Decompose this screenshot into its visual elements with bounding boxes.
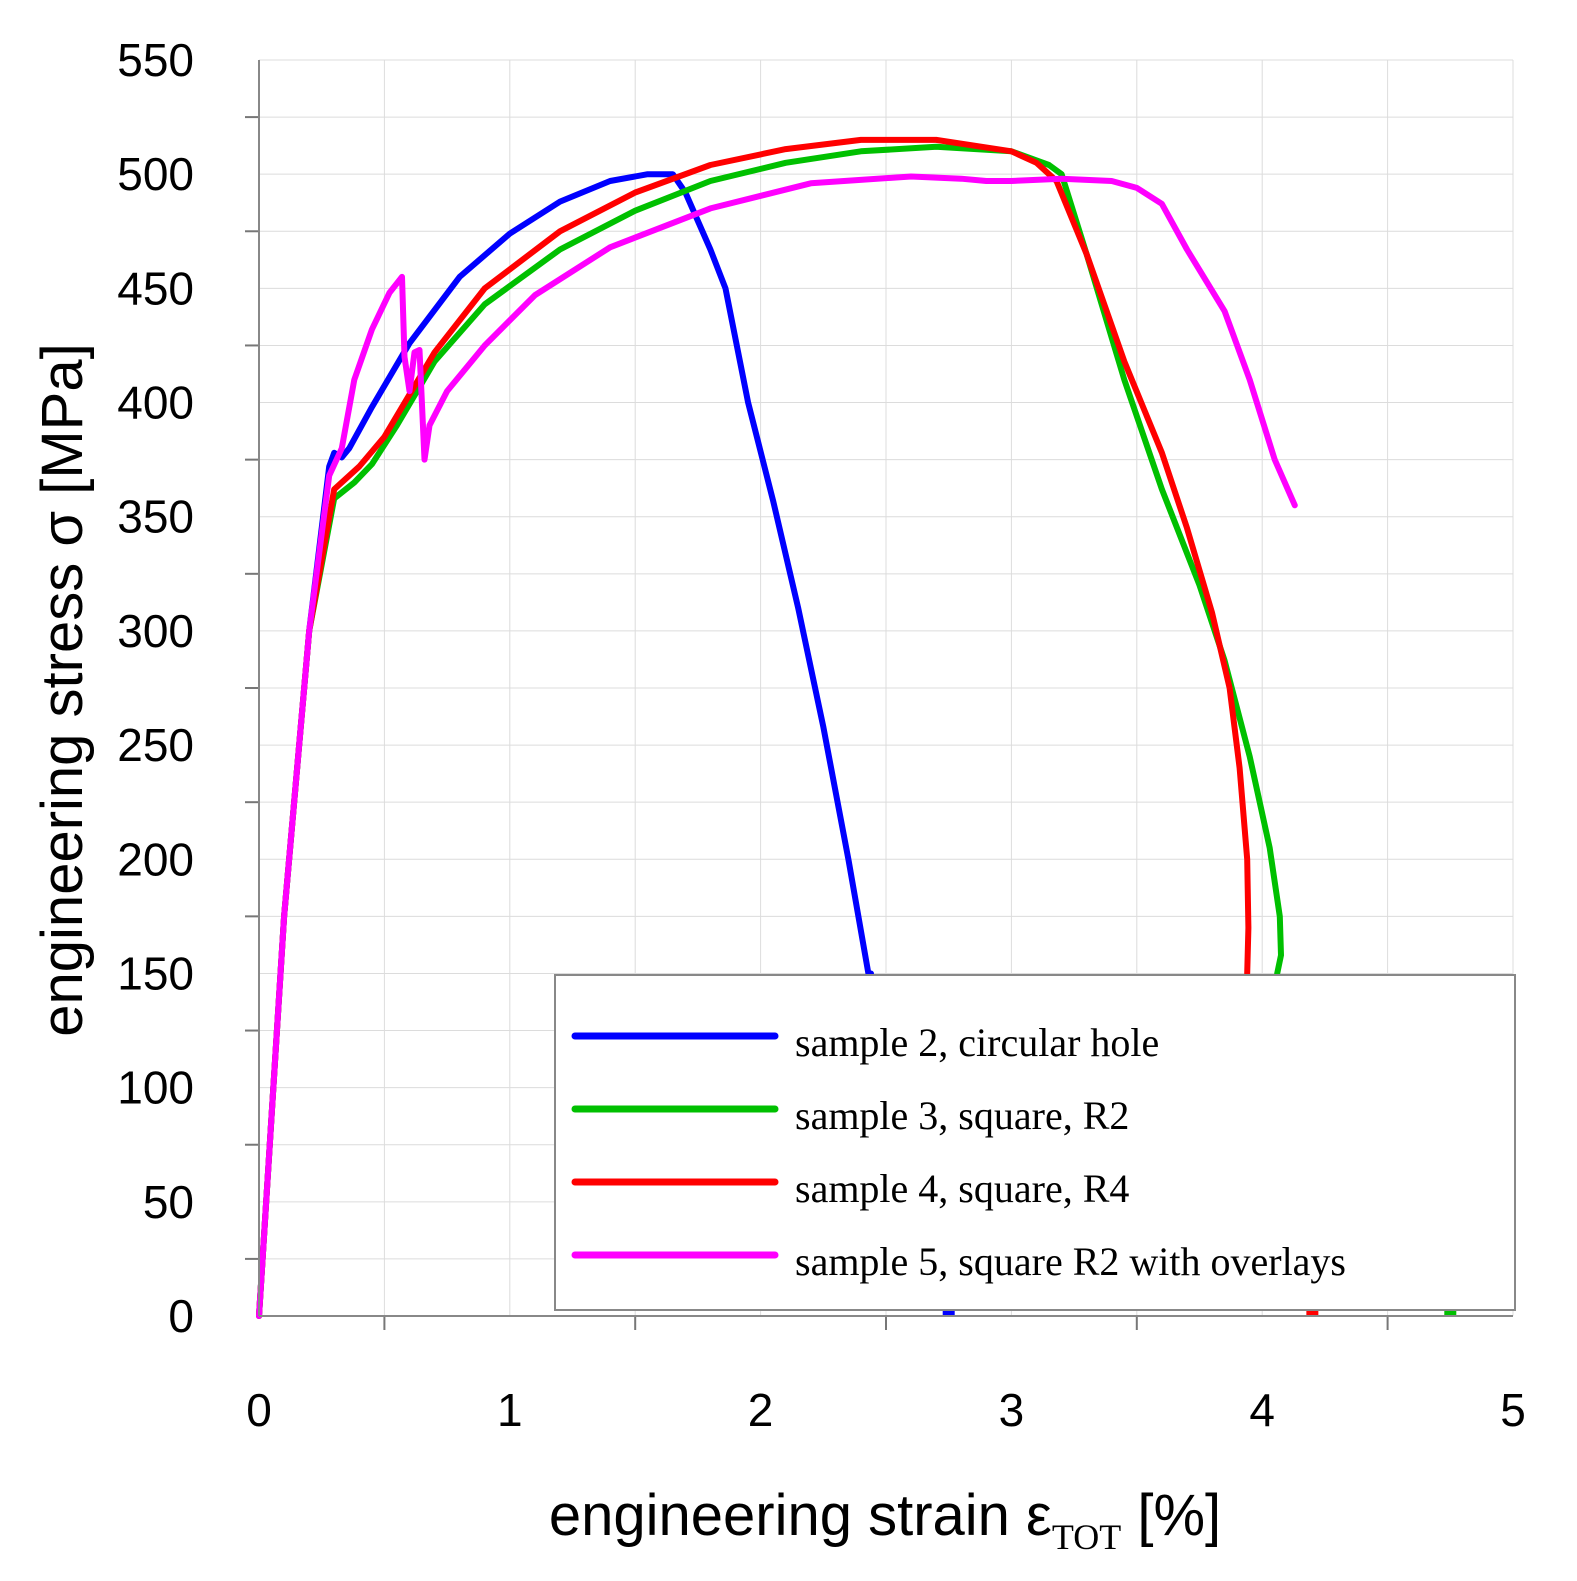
y-tick-label: 300 (117, 605, 194, 657)
x-tick-label: 3 (999, 1384, 1025, 1436)
x-tick-label: 0 (246, 1384, 272, 1436)
y-tick-label: 100 (117, 1062, 194, 1114)
series-line-3 (256, 136, 1252, 1319)
x-tick-label: 2 (748, 1384, 774, 1436)
y-tick-label: 500 (117, 148, 194, 200)
series-end-marker (942, 1308, 955, 1316)
y-tick-label: 200 (117, 833, 194, 885)
legend-label: sample 2, circular hole (795, 1020, 1159, 1065)
series-layer (256, 136, 1298, 1319)
x-axis-title: engineering strain εTOT [%] (549, 1483, 1221, 1557)
legend-label: sample 4, square, R4 (795, 1166, 1129, 1211)
axes (258, 60, 1513, 1317)
y-tick-label: 400 (117, 377, 194, 429)
minor-ticks (245, 116, 1389, 1330)
x-tick-label: 1 (497, 1384, 523, 1436)
y-tick-label: 350 (117, 491, 194, 543)
y-tick-label: 50 (143, 1176, 194, 1228)
legend-label: sample 3, square, R2 (795, 1093, 1129, 1138)
y-tick-label: 0 (168, 1290, 194, 1342)
x-tick-label: 5 (1500, 1384, 1526, 1436)
legend-label: sample 5, square R2 with overlays (795, 1239, 1346, 1284)
y-tick-label: 150 (117, 947, 194, 999)
series-line-4 (256, 173, 1298, 1319)
series-line-2 (256, 143, 1284, 1319)
y-axis-title: engineering stress σ [MPa] (30, 343, 95, 1036)
legend: sample 2, circular hole sample 3, square,… (554, 974, 1516, 1311)
series-end-marker (1306, 1308, 1319, 1316)
y-tick-label: 250 (117, 719, 194, 771)
y-tick-label: 450 (117, 262, 194, 314)
y-tick-label: 550 (117, 34, 194, 86)
x-tick-label: 4 (1249, 1384, 1275, 1436)
legend-box (554, 974, 1516, 1311)
y-tick-labels: 0 50 100 150 200 250 300 350 400 450 500 550 (117, 34, 194, 1342)
series-end-marker (1444, 1308, 1457, 1316)
end-markers (942, 1308, 1457, 1316)
series-line-1 (256, 171, 874, 1319)
x-tick-labels: 0 1 2 3 4 5 (246, 1384, 1526, 1436)
